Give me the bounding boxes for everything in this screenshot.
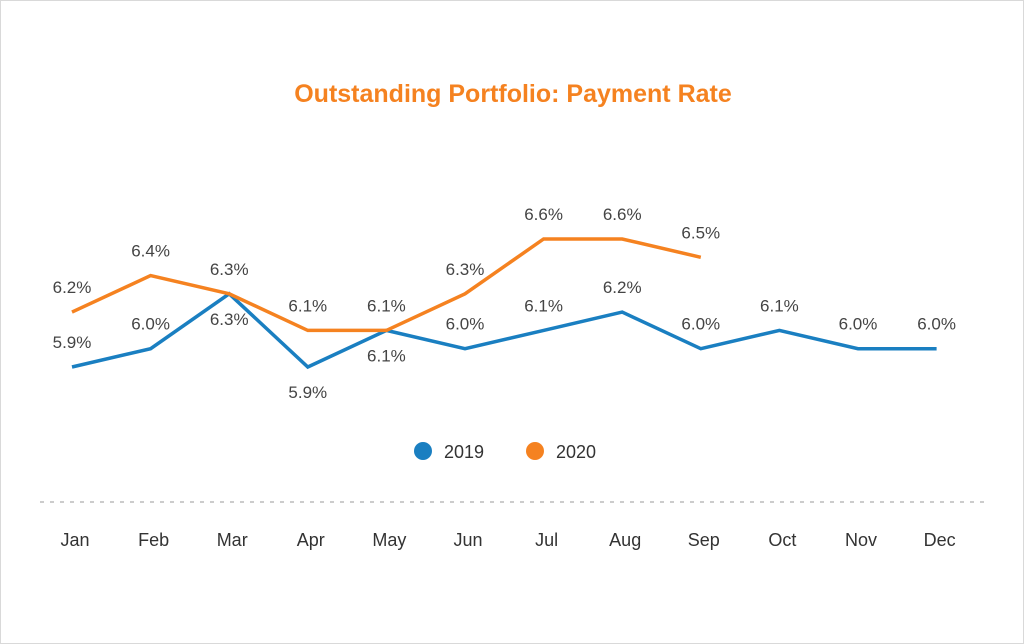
x-tick-aug: Aug: [609, 530, 641, 550]
series-lines: [71, 237, 937, 370]
data-label-2020-may: 6.1%: [367, 296, 406, 315]
x-tick-dec: Dec: [924, 530, 956, 550]
x-tick-jan: Jan: [60, 530, 89, 550]
data-label-2020-apr: 6.1%: [288, 296, 327, 315]
data-label-2019-mar: 6.3%: [210, 310, 249, 329]
data-label-2019-oct: 6.1%: [760, 296, 799, 315]
x-tick-mar: Mar: [217, 530, 248, 550]
chart-title: Outstanding Portfolio: Payment Rate: [294, 80, 732, 108]
data-label-2019-aug: 6.2%: [603, 278, 642, 297]
legend-item-2019: 2019: [414, 442, 484, 462]
legend-label-2020: 2020: [556, 442, 596, 462]
data-label-2020-mar: 6.3%: [210, 260, 249, 279]
data-label-2019-nov: 6.0%: [839, 315, 878, 334]
legend-item-2020: 2020: [526, 442, 596, 462]
x-tick-apr: Apr: [297, 530, 325, 550]
data-label-2020-jan: 6.2%: [53, 278, 92, 297]
series-line-2019: [71, 291, 937, 370]
series-line-2020: [71, 237, 702, 333]
data-label-2019-apr: 5.9%: [288, 383, 327, 402]
legend-marker-2019: [414, 442, 432, 460]
data-label-2019-feb: 6.0%: [131, 315, 170, 334]
legend-marker-2020: [526, 442, 544, 460]
data-label-2019-may: 6.1%: [367, 346, 406, 365]
data-label-2020-jun: 6.3%: [446, 260, 485, 279]
data-label-2019-sep: 6.0%: [681, 315, 720, 334]
x-tick-jul: Jul: [535, 530, 558, 550]
data-label-2019-jul: 6.1%: [524, 296, 563, 315]
x-tick-sep: Sep: [688, 530, 720, 550]
x-tick-nov: Nov: [845, 530, 877, 550]
data-label-2020-sep: 6.5%: [681, 223, 720, 242]
x-tick-feb: Feb: [138, 530, 169, 550]
data-label-2019-jan: 5.9%: [53, 333, 92, 352]
legend: 2019 2020: [414, 442, 596, 462]
data-label-2020-feb: 6.4%: [131, 242, 170, 261]
data-label-2020-aug: 6.6%: [603, 205, 642, 224]
x-axis-ticks: Jan Feb Mar Apr May Jun Jul Aug Sep Oct Nov Dec: [60, 530, 955, 550]
data-label-2020-jul: 6.6%: [524, 205, 563, 224]
x-tick-jun: Jun: [453, 530, 482, 550]
data-label-2019-dec: 6.0%: [917, 315, 956, 334]
x-tick-may: May: [372, 530, 406, 550]
data-labels: 5.9% 6.0% 6.3% 5.9% 6.1% 6.0% 6.1% 6.2% 6.0% 6.1%…: [53, 205, 956, 402]
data-label-2019-jun: 6.0%: [446, 315, 485, 334]
x-tick-oct: Oct: [768, 530, 796, 550]
legend-label-2019: 2019: [444, 442, 484, 462]
